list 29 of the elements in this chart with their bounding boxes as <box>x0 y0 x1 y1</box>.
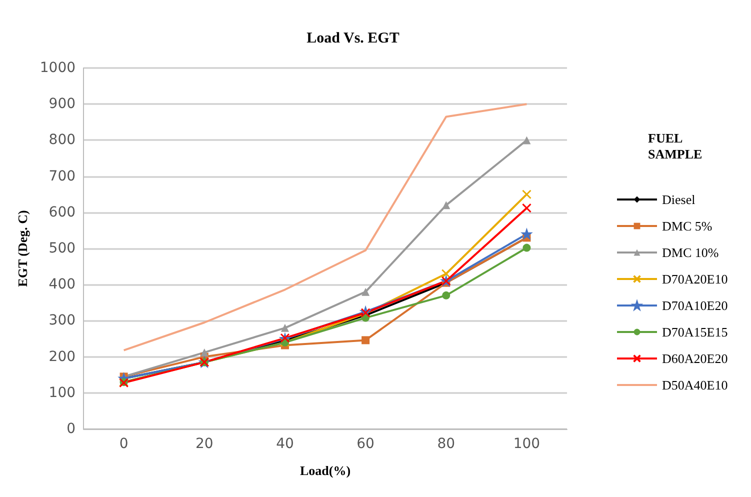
legend-label: DMC 10% <box>662 245 719 260</box>
y-tick-label: 500 <box>48 240 76 256</box>
y-tick-label: 100 <box>48 384 76 401</box>
y-tick-label: 400 <box>48 276 76 293</box>
x-tick-label: 60 <box>356 436 374 452</box>
y-tick-label: 600 <box>48 204 76 220</box>
x-tick-label: 80 <box>437 436 456 452</box>
y-axis-title: EGT (Deg. C) <box>15 210 30 287</box>
y-tick-label: 1000 <box>40 60 76 76</box>
y-tick-label: 0 <box>66 421 76 437</box>
y-tick-label: 700 <box>48 168 76 184</box>
legend-title: FUEL SAMPLE <box>648 130 702 162</box>
legend-label: D70A20E10 <box>662 272 728 286</box>
x-tick-label: 0 <box>119 436 128 452</box>
legend-label: D60A20E20 <box>662 351 728 366</box>
y-tick-label: 300 <box>48 312 76 329</box>
x-axis-title: Load(%) <box>300 463 351 478</box>
legend-label: Diesel <box>662 192 696 207</box>
x-tick-label: 100 <box>513 436 540 452</box>
x-tick-label: 40 <box>276 436 294 452</box>
y-tick-label: 800 <box>48 132 76 148</box>
legend-label: DMC 5% <box>662 218 712 234</box>
legend-label: D70A15E15 <box>662 324 728 340</box>
legend-label: D50A40E10 <box>662 378 728 392</box>
chart-title: Load Vs. EGT <box>306 30 400 46</box>
x-tick-label: 20 <box>195 436 214 452</box>
legend-label: D70A10E20 <box>662 298 728 313</box>
y-tick-label: 900 <box>48 96 76 112</box>
y-tick-label: 200 <box>48 348 76 365</box>
